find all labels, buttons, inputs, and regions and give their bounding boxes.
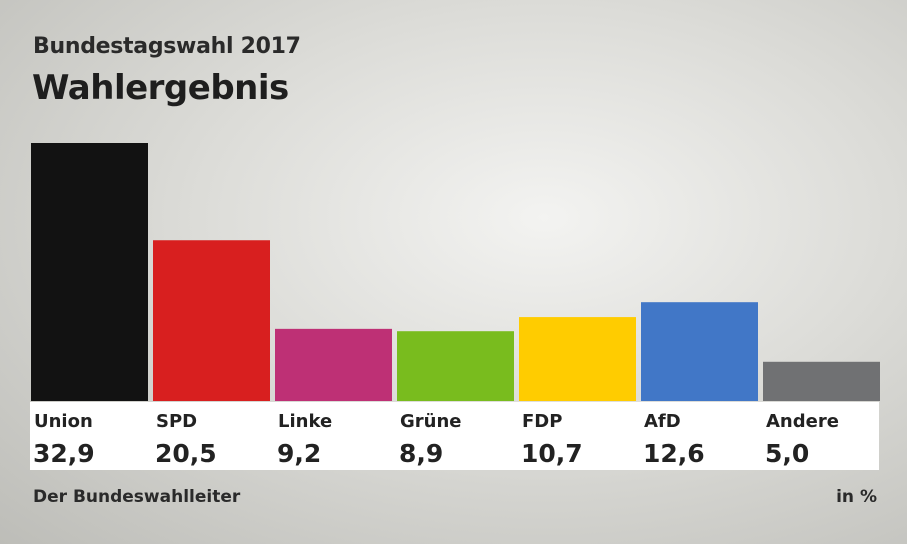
category-label: Andere xyxy=(766,411,839,432)
value-label: 8,9 xyxy=(399,439,443,468)
category-label: Union xyxy=(34,411,93,432)
value-label: 9,2 xyxy=(277,439,321,468)
bar-afd xyxy=(641,302,758,401)
bar-union xyxy=(31,143,148,401)
bar-gr-ne xyxy=(397,331,514,401)
category-label: AfD xyxy=(644,411,681,432)
bar-linke xyxy=(275,329,392,401)
category-label: SPD xyxy=(156,411,197,432)
value-label: 10,7 xyxy=(521,439,583,468)
source-note: Der Bundeswahlleiter xyxy=(33,487,240,507)
value-label: 5,0 xyxy=(765,439,809,468)
bar-fdp xyxy=(519,317,636,401)
bar-chart: Union 32,9 SPD 20,5 Linke 9,2 Grüne 8,9 FDP 10,7 A… xyxy=(0,0,907,544)
value-label: 12,6 xyxy=(643,439,705,468)
category-label: Linke xyxy=(278,411,332,432)
bar-andere xyxy=(763,362,880,401)
category-label: FDP xyxy=(522,411,562,432)
value-label: 32,9 xyxy=(33,439,95,468)
bar-spd xyxy=(153,240,270,401)
unit-note: in % xyxy=(836,487,877,507)
category-label: Grüne xyxy=(400,411,462,432)
value-label: 20,5 xyxy=(155,439,217,468)
